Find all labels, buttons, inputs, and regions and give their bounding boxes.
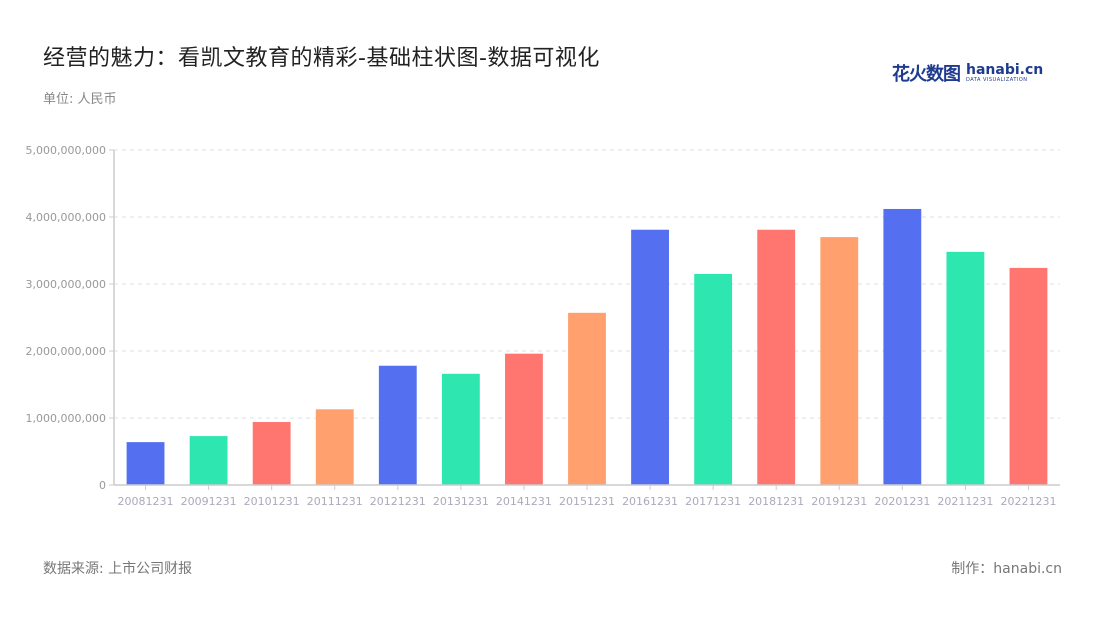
y-axis: 0 1,000,000,000 2,000,000,000 3,000,000,000… — [26, 144, 115, 492]
x-tick-label: 20221231 — [1000, 495, 1056, 508]
y-tick-label: 0 — [99, 479, 106, 492]
x-tick-label: 20101231 — [244, 495, 300, 508]
bar[interactable] — [568, 312, 606, 485]
credit: 制作：hanabi.cn — [951, 561, 1062, 577]
y-tick-label: 4,000,000,000 — [26, 211, 106, 224]
bar[interactable] — [757, 229, 796, 485]
x-tick-label: 20171231 — [685, 495, 741, 508]
y-tick-label: 2,000,000,000 — [26, 345, 106, 358]
bar[interactable] — [189, 436, 228, 485]
logo-tagline: DATA VISUALIZATION — [966, 77, 1028, 83]
bars — [126, 208, 1048, 485]
unit-label: 单位: 人民币 — [43, 92, 117, 107]
x-tick-label: 20191231 — [811, 495, 867, 508]
data-source: 数据来源: 上市公司财报 — [43, 561, 193, 577]
x-tick-label: 20111231 — [307, 495, 363, 508]
bar[interactable] — [694, 273, 733, 485]
x-axis: 20081231 20091231 20101231 20111231 20121231… — [114, 484, 1060, 508]
bar[interactable] — [441, 373, 480, 485]
x-tick-label: 20181231 — [748, 495, 804, 508]
bar[interactable] — [1009, 267, 1048, 485]
y-tick-label: 5,000,000,000 — [26, 144, 106, 157]
bar[interactable] — [820, 237, 859, 485]
bar[interactable] — [315, 409, 354, 485]
x-tick-label: 20121231 — [370, 495, 426, 508]
chart-title: 经营的魅力：看凯文教育的精彩-基础柱状图-数据可视化 — [43, 46, 600, 71]
logo-en-block: hanabi.cn DATA VISUALIZATION — [966, 63, 1043, 83]
bar[interactable] — [946, 251, 985, 485]
x-tick-label: 20141231 — [496, 495, 552, 508]
bar[interactable] — [126, 442, 165, 485]
bar[interactable] — [883, 208, 922, 485]
x-tick-label: 20161231 — [622, 495, 678, 508]
logo-en-text: hanabi.cn — [966, 62, 1044, 78]
brand-logo: 花火数图 hanabi.cn DATA VISUALIZATION — [892, 60, 1043, 86]
x-tick-label: 20131231 — [433, 495, 489, 508]
y-tick-label: 3,000,000,000 — [26, 278, 106, 291]
x-tick-label: 20201231 — [874, 495, 930, 508]
logo-cn-text: 花火数图 — [892, 64, 961, 85]
bar[interactable] — [631, 229, 669, 485]
bar[interactable] — [505, 353, 543, 485]
x-tick-label: 20081231 — [118, 495, 174, 508]
bar[interactable] — [378, 365, 417, 485]
bar[interactable] — [252, 422, 291, 485]
x-tick-label: 20151231 — [559, 495, 615, 508]
x-tick-label: 20091231 — [181, 495, 237, 508]
x-tick-label: 20211231 — [937, 495, 993, 508]
y-tick-label: 1,000,000,000 — [26, 412, 106, 425]
